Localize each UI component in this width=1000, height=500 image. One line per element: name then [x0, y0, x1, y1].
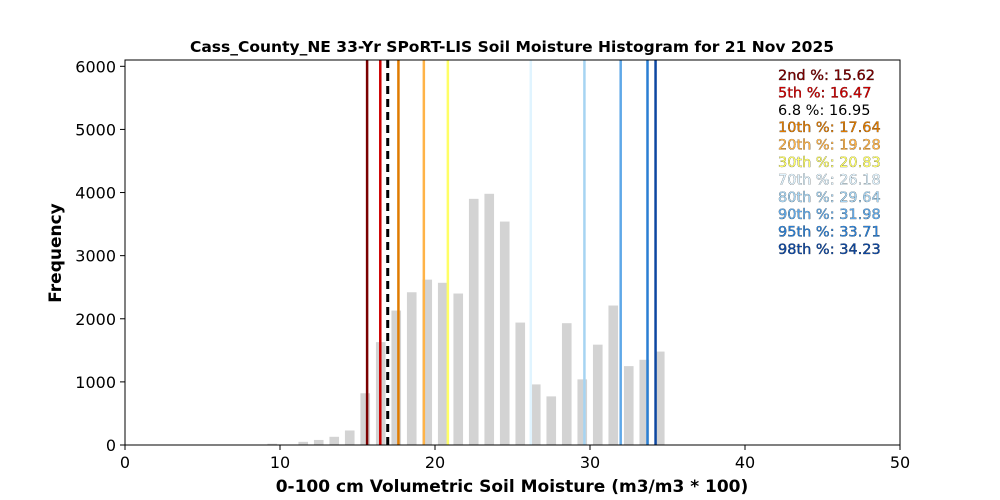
histogram-bar [608, 305, 619, 445]
x-axis-ticks: 0 10 20 30 40 50 [120, 445, 910, 472]
histogram-bar [360, 393, 371, 445]
histogram-bar [546, 396, 557, 445]
x-tick-label: 40 [735, 453, 755, 472]
x-tick-label: 30 [580, 453, 600, 472]
histogram-bar [468, 198, 479, 445]
histogram-bar [313, 439, 324, 445]
percentile-label: 6.8 %: 16.95 [778, 103, 870, 119]
x-tick-label: 0 [120, 453, 130, 472]
histogram-bar [267, 443, 278, 445]
percentile-label: 70th %: 26.18 [778, 172, 881, 188]
histogram-bar [484, 193, 495, 445]
y-tick-label: 4000 [75, 184, 116, 203]
histogram-bar [329, 436, 340, 445]
histogram-bar [499, 221, 510, 445]
y-tick-label: 1000 [75, 373, 116, 392]
percentile-label: 10th %: 17.64 [778, 120, 881, 136]
histogram-bar [453, 293, 464, 445]
histogram-bar [592, 344, 603, 445]
x-tick-label: 20 [425, 453, 445, 472]
histogram-bar [391, 310, 402, 445]
percentile-label: 5th %: 16.47 [778, 85, 872, 101]
histogram-bar [623, 366, 634, 445]
histogram-bar [530, 384, 541, 445]
histogram-bar [561, 323, 572, 445]
plot-frame [124, 59, 901, 446]
percentile-lines [365, 60, 657, 445]
histogram-bar [344, 430, 355, 445]
chart-title: Cass_County_NE 33-Yr SPoRT-LIS Soil Mois… [190, 38, 834, 56]
y-axis-ticks: 0 1000 2000 3000 4000 5000 6000 [75, 57, 125, 455]
percentile-label: 30th %: 20.83 [778, 155, 881, 171]
percentile-label: 20th %: 19.28 [778, 138, 881, 154]
x-tick-label: 50 [890, 453, 910, 472]
percentile-label: 95th %: 33.71 [778, 225, 881, 241]
y-tick-label: 3000 [75, 247, 116, 266]
y-tick-label: 0 [106, 436, 116, 455]
x-tick-label: 10 [270, 453, 290, 472]
percentile-label: 90th %: 31.98 [778, 207, 881, 223]
histogram-bar [639, 359, 650, 445]
histogram-bar [515, 322, 526, 445]
histogram-bar [422, 279, 433, 445]
y-tick-label: 6000 [75, 57, 116, 76]
histogram-bar [406, 292, 417, 445]
y-tick-label: 2000 [75, 310, 116, 329]
histogram-bar [437, 282, 448, 445]
percentile-label: 2nd %: 15.62 [778, 68, 875, 84]
histogram-bars [267, 193, 665, 445]
percentile-label: 98th %: 34.23 [778, 242, 881, 258]
histogram-bar [577, 379, 588, 445]
y-axis-label: Frequency [46, 203, 66, 303]
histogram-bar [298, 441, 309, 445]
y-tick-label: 5000 [75, 120, 116, 139]
x-axis-label: 0-100 cm Volumetric Soil Moisture (m3/m3… [276, 477, 749, 497]
percentile-label: 80th %: 29.64 [778, 190, 881, 206]
histogram-bar [654, 351, 665, 445]
